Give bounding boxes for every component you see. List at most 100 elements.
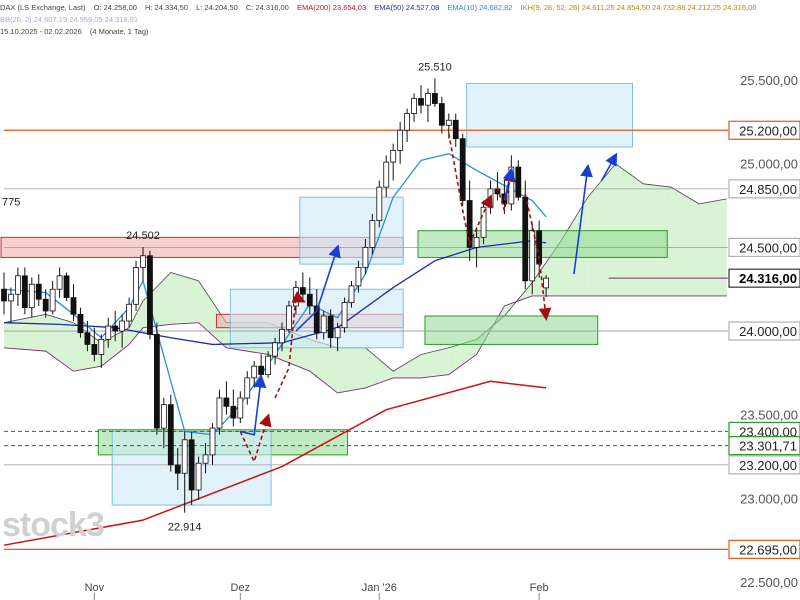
candle-body <box>119 320 126 332</box>
candle-body <box>28 283 35 309</box>
date-range-note: (4 Monate, 1 Tag) <box>89 27 149 36</box>
price-annotation: 22.914 <box>168 522 202 534</box>
price-tag-box <box>728 455 800 475</box>
price-tag-label: 24.500,00 <box>739 240 797 255</box>
price-tag-label: 25.200,00 <box>739 123 797 138</box>
ichimoku-cloud-segment <box>587 163 616 296</box>
candle-body <box>84 332 91 345</box>
candle-body <box>21 275 28 309</box>
forecast-arrow-red <box>239 413 272 464</box>
candle-body <box>56 275 63 290</box>
y-axis-label: 25.000,00 <box>740 157 798 172</box>
candle-body <box>174 464 181 474</box>
price-tag-box <box>728 268 800 288</box>
candle-body <box>327 315 334 339</box>
candle-body <box>160 404 167 429</box>
candle-body <box>202 454 209 464</box>
price-tag-label: 23.400,00 <box>739 424 797 439</box>
candle-body <box>522 196 529 282</box>
candle-body <box>383 161 390 188</box>
forecast-arrow-red <box>496 168 516 211</box>
price-tag-box <box>728 321 800 341</box>
candle-body <box>42 298 49 312</box>
candle-body <box>459 138 466 201</box>
candle-body <box>355 267 362 287</box>
candle-body <box>153 333 160 429</box>
zone-blue <box>299 196 404 265</box>
candle-body <box>14 275 21 295</box>
price-tag-box <box>728 436 800 456</box>
ichimoku-cloud-segment <box>45 314 74 372</box>
candle-body <box>272 342 278 357</box>
price-tag-label: 24.850,00 <box>739 182 797 197</box>
y-axis-label: 23.500,00 <box>740 408 798 423</box>
header-bb-line: BB(20, 2) 24.607,19 24.959,05 24.318,91 <box>0 15 144 24</box>
ichimoku-cloud-segment <box>671 187 699 296</box>
ichimoku-cloud-segment <box>365 347 394 388</box>
high-value: H: 24.334,50 <box>145 3 188 12</box>
ema50-value: EMA(50) 24.527,08 <box>374 3 440 12</box>
candle-body <box>147 255 153 335</box>
candle-body <box>77 313 84 334</box>
close-value: C: 24.316,00 <box>245 3 289 12</box>
candle-body <box>279 328 285 344</box>
candle-body <box>306 293 313 307</box>
candle-body <box>188 439 195 491</box>
bb-value: BB(20, 2) 24.607,19 24.959,05 24.318,91 <box>0 15 139 24</box>
candle-body <box>216 397 223 429</box>
candle-body <box>473 236 480 248</box>
x-axis-label: Feb <box>530 582 549 594</box>
candle-body <box>313 305 320 334</box>
price-tag-label: 23.200,00 <box>739 458 797 473</box>
candle-body <box>515 166 522 198</box>
candle-body <box>452 119 459 140</box>
price-tag-box <box>728 179 800 199</box>
candle-body <box>237 397 244 419</box>
price-tag-label: 23.301,71 <box>739 439 797 454</box>
header-range-line: 15.10.2025 - 02.02.2026 (4 Monate, 1 Tag… <box>0 27 155 36</box>
plot-layer: 25.510 24.502 22.914 775 <box>0 61 728 551</box>
cloud-span-b-line <box>3 295 727 394</box>
candle-body <box>209 427 216 456</box>
candle-body <box>223 397 230 407</box>
forecast-arrow-blue <box>295 244 341 332</box>
candle-body <box>390 149 397 163</box>
price-tag-label: 24.316,00 <box>739 271 797 286</box>
price-tag-box <box>728 237 800 257</box>
y-axis-label: 22.500,00 <box>740 575 798 590</box>
candle-body <box>286 305 292 330</box>
ichimoku-cloud-segment <box>337 347 366 393</box>
forecast-arrow-red <box>274 291 306 399</box>
candle-body <box>425 93 431 106</box>
candle-body <box>445 119 452 126</box>
candle-body <box>334 327 341 339</box>
ichimoku-cloud-segment <box>4 314 46 352</box>
candle-body <box>8 293 14 302</box>
forecast-arrow-blue <box>502 167 516 201</box>
candle-body <box>543 277 549 289</box>
candle-body <box>230 405 237 419</box>
candle-body <box>35 283 42 300</box>
candle-body <box>348 285 355 304</box>
candle-body <box>320 315 327 334</box>
candle-body <box>105 325 112 340</box>
forecast-arrow-blue <box>240 374 267 436</box>
candle-body <box>265 355 272 375</box>
y-axis-label: 23.000,00 <box>740 491 798 506</box>
forecast-arrow-blue <box>601 152 618 181</box>
ichimoku-cloud-segment <box>615 163 644 296</box>
candle-body <box>362 246 369 268</box>
candle-body <box>98 339 105 355</box>
candle-body <box>529 230 536 282</box>
stock3-watermark: stock3 <box>2 506 105 544</box>
forecast-arrow-blue <box>573 163 593 275</box>
open-value: O: 24.258,00 <box>93 3 137 12</box>
price-tag-box <box>728 120 800 140</box>
date-range: 15.10.2025 - 02.02.2026 <box>0 27 82 36</box>
candle-body <box>49 288 56 312</box>
ichimoku-cloud-segment <box>393 354 421 378</box>
candle-body <box>411 98 417 114</box>
x-axis-label: Nov <box>85 582 105 594</box>
candle-body <box>369 220 376 248</box>
candle-body <box>133 267 139 305</box>
